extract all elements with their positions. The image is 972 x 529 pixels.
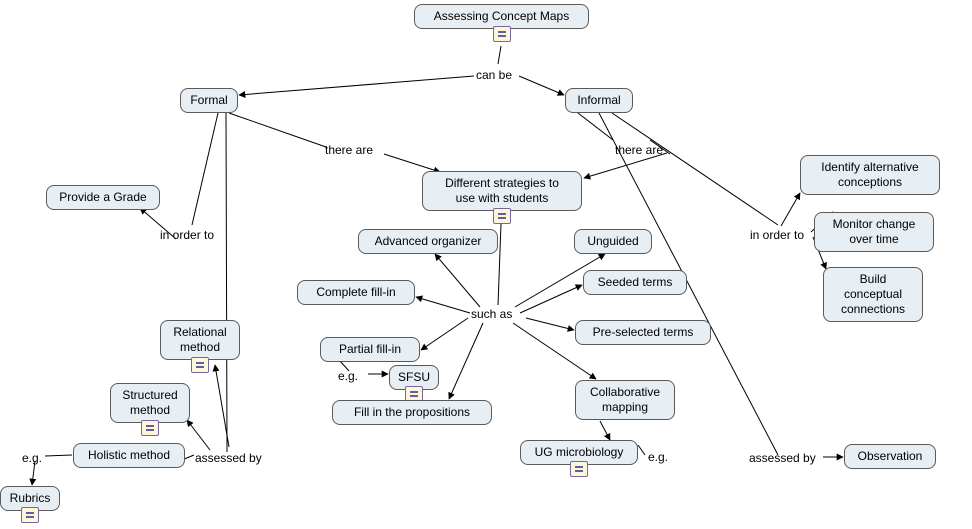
node-monitor: Monitor change over time (814, 212, 934, 252)
edge-line (435, 254, 480, 307)
node-collab: Collaborative mapping (575, 380, 675, 420)
edge-line (498, 224, 501, 305)
node-advorg: Advanced organizer (358, 229, 498, 254)
edge-line (215, 365, 229, 447)
edge-label-canbe: can be (476, 68, 512, 82)
edge-line (498, 46, 501, 64)
edge-line (187, 420, 210, 450)
edge-line (612, 113, 778, 225)
node-presel: Pre-selected terms (575, 320, 711, 345)
edge-line (449, 323, 483, 399)
edge-label-assess1: assessed by (195, 451, 262, 465)
edge-label-eg3: e.g. (22, 451, 42, 465)
node-compfill: Complete fill-in (297, 280, 415, 305)
doc-icon (493, 26, 511, 42)
node-idalt: Identify alternative conceptions (800, 155, 940, 195)
node-partfill: Partial fill-in (320, 337, 420, 362)
node-unguided: Unguided (574, 229, 652, 254)
doc-icon (570, 461, 588, 477)
node-observation: Observation (844, 444, 936, 469)
edge-label-suchas: such as (471, 307, 512, 321)
node-relational: Relational method (160, 320, 240, 360)
edge-line (520, 285, 582, 313)
doc-icon (191, 357, 209, 373)
edge-label-there1: there are (325, 143, 373, 157)
node-seeded: Seeded terms (583, 270, 687, 295)
edge-line (600, 421, 610, 440)
edge-line (526, 318, 574, 330)
doc-icon (141, 420, 159, 436)
edge-label-inorder1: in order to (160, 228, 214, 242)
edge-line (638, 445, 645, 455)
node-buildc: Build conceptual connections (823, 267, 923, 322)
edge-line (416, 297, 470, 313)
edge-line (239, 76, 474, 95)
edge-line (192, 113, 218, 225)
edge-label-there2: there are (615, 143, 663, 157)
edge-line (578, 113, 613, 140)
doc-icon (21, 507, 39, 523)
edge-line (229, 113, 326, 147)
node-fillprop: Fill in the propositions (332, 400, 492, 425)
edge-line (421, 318, 468, 350)
edge-line (519, 76, 564, 95)
node-strategies: Different strategies to use with student… (422, 171, 582, 211)
node-holistic: Holistic method (73, 443, 185, 468)
edge-line (226, 113, 227, 452)
node-structured: Structured method (110, 383, 190, 423)
doc-icon (493, 208, 511, 224)
edge-label-assess2: assessed by (749, 451, 816, 465)
edge-label-eg1: e.g. (338, 369, 358, 383)
node-formal: Formal (180, 88, 238, 113)
edge-label-inorder2: in order to (750, 228, 804, 242)
edge-label-eg2: e.g. (648, 450, 668, 464)
edge-line (781, 193, 800, 226)
node-grade: Provide a Grade (46, 185, 160, 210)
node-informal: Informal (565, 88, 633, 113)
edge-line (45, 455, 72, 456)
edge-line (384, 154, 440, 172)
